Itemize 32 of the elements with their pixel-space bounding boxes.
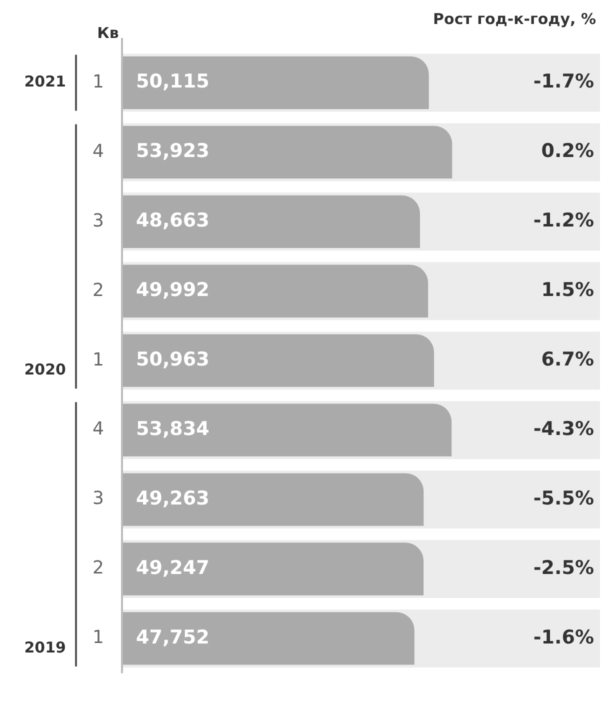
data-label: 47,752: [136, 626, 210, 648]
y-tick-label: 2: [92, 558, 104, 579]
y-tick-label: 4: [92, 140, 104, 162]
text: -1.7%: [533, 70, 594, 93]
text: 0.2%: [541, 140, 594, 162]
y-tick-label: 4: [92, 418, 104, 440]
y-tick-label: 3: [92, 210, 104, 232]
text: -5.5%: [533, 487, 594, 510]
y-tick-label: 1: [92, 349, 104, 370]
y2-axis-title: Рост год-к-году, %: [433, 10, 596, 28]
data-label: 53,834: [136, 418, 210, 440]
y-tick-label: 1: [92, 627, 104, 648]
text: 1.5%: [541, 279, 594, 302]
text: 2020: [24, 360, 66, 378]
data-label: 50,115: [136, 70, 210, 93]
y-tick-label: 3: [92, 488, 104, 510]
data-label: 53,923: [136, 140, 210, 162]
y-axis-title: Кв: [97, 24, 119, 42]
data-label: 49,247: [136, 556, 210, 579]
data-label: 48,663: [136, 210, 210, 232]
data-label: 49,992: [136, 279, 210, 302]
text: -2.5%: [533, 556, 594, 579]
y-tick-label: 2: [92, 280, 104, 301]
text: -1.6%: [533, 626, 594, 648]
text: 2021: [24, 72, 66, 91]
data-label: 49,263: [136, 487, 210, 510]
text: 2019: [24, 638, 66, 656]
text: -1.2%: [533, 210, 594, 232]
y-tick-label: 1: [92, 71, 104, 92]
text: 6.7%: [541, 348, 594, 371]
data-label: 50,963: [136, 348, 210, 371]
text: -4.3%: [533, 418, 594, 440]
